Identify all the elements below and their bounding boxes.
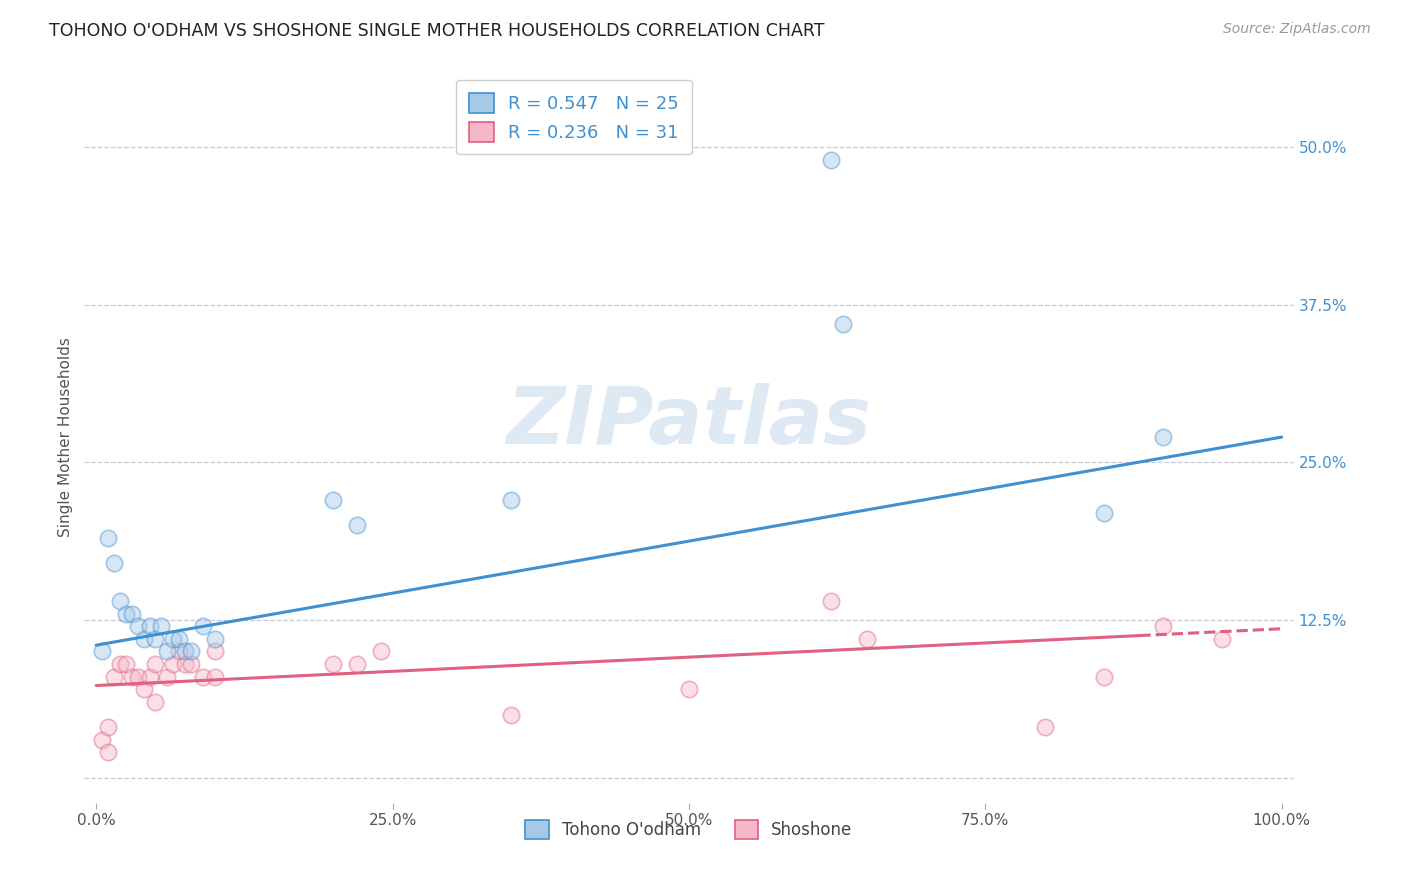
Legend: Tohono O'odham, Shoshone: Tohono O'odham, Shoshone [519, 814, 859, 846]
Point [501, 707, 523, 722]
Point [108, 594, 131, 608]
Point [162, 632, 184, 646]
Text: ZIPatlas: ZIPatlas [506, 384, 872, 461]
Point [156, 670, 179, 684]
Point [180, 644, 202, 658]
Point [855, 632, 877, 646]
Point [174, 657, 197, 671]
Point [103, 670, 125, 684]
Point [138, 670, 160, 684]
Point [191, 619, 214, 633]
Point [191, 670, 214, 684]
Point [346, 657, 368, 671]
Point [180, 657, 202, 671]
Point [162, 657, 184, 671]
Point [145, 657, 167, 671]
Point [150, 619, 173, 633]
Point [167, 644, 190, 658]
Point [1152, 430, 1174, 444]
Point [108, 657, 131, 671]
Point [145, 632, 167, 646]
Point [204, 670, 226, 684]
Point [97, 531, 120, 545]
Point [1033, 720, 1056, 734]
Point [91, 732, 114, 747]
Point [132, 632, 155, 646]
Point [1092, 670, 1115, 684]
Point [145, 695, 167, 709]
Point [138, 619, 160, 633]
Point [820, 594, 842, 608]
Point [103, 556, 125, 570]
Point [322, 657, 344, 671]
Point [167, 632, 190, 646]
Point [121, 607, 143, 621]
Y-axis label: Single Mother Households: Single Mother Households [58, 337, 73, 537]
Point [832, 317, 855, 331]
Point [97, 720, 120, 734]
Text: Source: ZipAtlas.com: Source: ZipAtlas.com [1223, 22, 1371, 37]
Point [820, 153, 842, 167]
Point [370, 644, 392, 658]
Point [204, 632, 226, 646]
Point [678, 682, 700, 697]
Point [132, 682, 155, 697]
Point [91, 644, 114, 658]
Point [174, 644, 197, 658]
Point [1211, 632, 1233, 646]
Point [346, 518, 368, 533]
Point [156, 644, 179, 658]
Point [127, 619, 149, 633]
Text: TOHONO O'ODHAM VS SHOSHONE SINGLE MOTHER HOUSEHOLDS CORRELATION CHART: TOHONO O'ODHAM VS SHOSHONE SINGLE MOTHER… [49, 22, 825, 40]
Point [1092, 506, 1115, 520]
Point [1152, 619, 1174, 633]
Point [501, 493, 523, 508]
Point [121, 670, 143, 684]
Point [204, 644, 226, 658]
Point [127, 670, 149, 684]
Point [97, 745, 120, 759]
Point [115, 657, 138, 671]
Point [115, 607, 138, 621]
Point [322, 493, 344, 508]
